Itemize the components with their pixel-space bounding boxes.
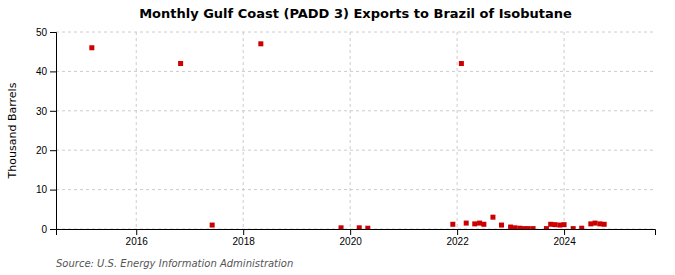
tick-label: 2022 <box>446 236 469 247</box>
tick-label: 20 <box>36 145 48 156</box>
point <box>178 61 183 66</box>
point <box>526 226 531 229</box>
tick: 2016 <box>126 229 149 247</box>
point <box>459 61 464 66</box>
tick-mark <box>243 229 244 235</box>
points <box>89 41 606 229</box>
title: Monthly Gulf Coast (PADD 3) Exports to B… <box>139 6 572 21</box>
tick-mark <box>50 190 56 191</box>
grid-line <box>564 32 565 229</box>
grid-line <box>350 32 351 229</box>
tick: 2024 <box>553 229 576 247</box>
point <box>472 221 477 226</box>
point <box>521 226 526 229</box>
point <box>357 225 362 229</box>
tick: 20 <box>36 145 56 156</box>
tick-label: 50 <box>36 27 48 38</box>
point <box>450 222 455 227</box>
y-axis-title: Thousand Barrels <box>6 82 19 179</box>
tick: 2022 <box>446 229 469 247</box>
tick-mark <box>564 229 565 235</box>
grid-line <box>56 71 655 72</box>
tick-label: 2024 <box>553 236 576 247</box>
grid-line <box>243 32 244 229</box>
point <box>593 221 598 226</box>
tick: 10 <box>36 184 56 195</box>
tick-mark <box>50 111 56 112</box>
tick-label: 2020 <box>340 236 363 247</box>
point <box>464 221 469 226</box>
grid-line <box>457 32 458 229</box>
tick: 40 <box>36 66 56 77</box>
tick-mark <box>50 150 56 151</box>
point <box>544 226 549 229</box>
grid-line <box>136 32 137 229</box>
point <box>477 221 482 226</box>
tick-mark <box>457 229 458 235</box>
axis-line <box>57 230 656 236</box>
point <box>548 222 553 227</box>
point <box>210 223 215 228</box>
y-axis: 0 10 20 30 40 50 <box>36 27 57 235</box>
point <box>557 223 562 228</box>
point <box>562 222 567 227</box>
grid-line <box>56 150 655 151</box>
source: Source: U.S. Energy Information Administ… <box>56 258 293 269</box>
point <box>339 225 344 229</box>
plot: 2016 2018 2020 2022 2024 0 10 20 30 40 50 <box>36 27 656 247</box>
grid-line <box>56 110 655 111</box>
tick-label: 10 <box>36 184 48 195</box>
tick-mark <box>50 71 56 72</box>
point <box>512 225 517 229</box>
grid-line <box>56 189 655 190</box>
tick-label: 40 <box>36 66 48 77</box>
point <box>531 226 536 229</box>
tick-label: 30 <box>36 106 48 117</box>
point <box>89 45 94 50</box>
point <box>552 222 557 227</box>
point <box>602 222 607 227</box>
tick-mark <box>50 229 56 230</box>
point <box>588 221 593 226</box>
point <box>579 226 584 229</box>
axis-line <box>50 33 57 230</box>
point <box>481 222 486 227</box>
point <box>508 225 513 229</box>
x-axis: 2016 2018 2020 2022 2024 <box>57 229 656 247</box>
tick: 50 <box>36 27 56 38</box>
point <box>571 226 576 229</box>
tick-mark <box>50 32 56 33</box>
grid <box>56 32 655 229</box>
tick: 0 <box>41 224 56 235</box>
tick-mark <box>136 229 137 235</box>
point <box>517 226 522 229</box>
tick-label: 2016 <box>126 236 149 247</box>
tick-mark <box>350 229 351 235</box>
tick: 2020 <box>340 229 363 247</box>
tick: 30 <box>36 106 56 117</box>
tick-label: 2018 <box>233 236 256 247</box>
tick-label: 0 <box>41 224 47 235</box>
point <box>258 41 263 46</box>
grid-line <box>56 32 655 33</box>
point <box>490 215 495 220</box>
point <box>365 226 370 229</box>
chart: 2016 2018 2020 2022 2024 0 10 20 30 40 50 Monthly G… <box>0 0 675 275</box>
point <box>499 223 504 228</box>
point <box>597 221 602 226</box>
tick: 2018 <box>233 229 256 247</box>
